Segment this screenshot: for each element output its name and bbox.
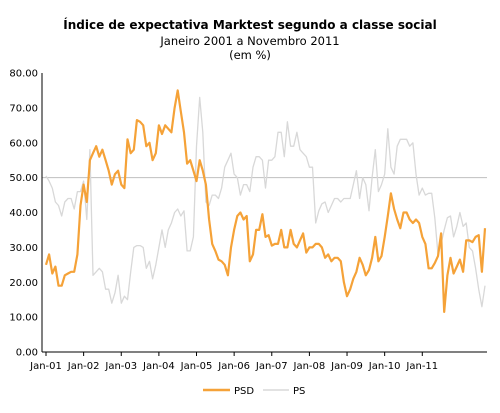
x-tick-label: Jan-01 [29, 361, 62, 372]
legend: PSD PS [203, 386, 305, 397]
x-tick-label: Jan-09 [330, 361, 363, 372]
x-tick-label: Jan-05 [180, 361, 213, 372]
x-tick-label: Jan-11 [405, 361, 438, 372]
x-tick-label: Jan-08 [293, 361, 326, 372]
x-tick-label: Jan-10 [368, 361, 401, 372]
y-axis-ticks: 0.00 10.00 20.00 30.00 40.00 50.00 60.00 70.00 8… [9, 69, 38, 359]
chart-subtitle: Janeiro 2001 a Novembro 2011 [159, 34, 339, 48]
y-tick-label: 60.00 [9, 138, 38, 149]
x-tick-label: Jan-02 [67, 361, 100, 372]
y-tick-label: 0.00 [16, 348, 38, 359]
series-line-ps [45, 96, 486, 308]
legend-label-ps: PS [293, 386, 305, 397]
y-tick-label: 80.00 [9, 69, 38, 80]
x-tick-label: Jan-07 [255, 361, 288, 372]
legend-label-psd: PSD [234, 386, 254, 397]
y-tick-label: 70.00 [9, 103, 38, 114]
y-tick-label: 10.00 [9, 313, 38, 324]
y-tick-label: 30.00 [9, 243, 38, 254]
x-tick-label: Jan-03 [104, 361, 137, 372]
chart-unit-note: (em %) [229, 48, 271, 62]
x-tick-label: Jan-06 [217, 361, 250, 372]
chart-title: Índice de expectativa Marktest segundo a… [63, 17, 436, 32]
series-lines [44, 89, 487, 313]
y-tick-label: 40.00 [9, 208, 38, 219]
x-tick-label: Jan-04 [142, 361, 175, 372]
y-tick-label: 50.00 [9, 173, 38, 184]
y-tick-label: 20.00 [9, 278, 38, 289]
series-line-psd [44, 89, 487, 313]
x-axis-ticks: Jan-01 Jan-02 Jan-03 Jan-04 Jan-05 Jan-06 Jan-… [29, 352, 438, 372]
